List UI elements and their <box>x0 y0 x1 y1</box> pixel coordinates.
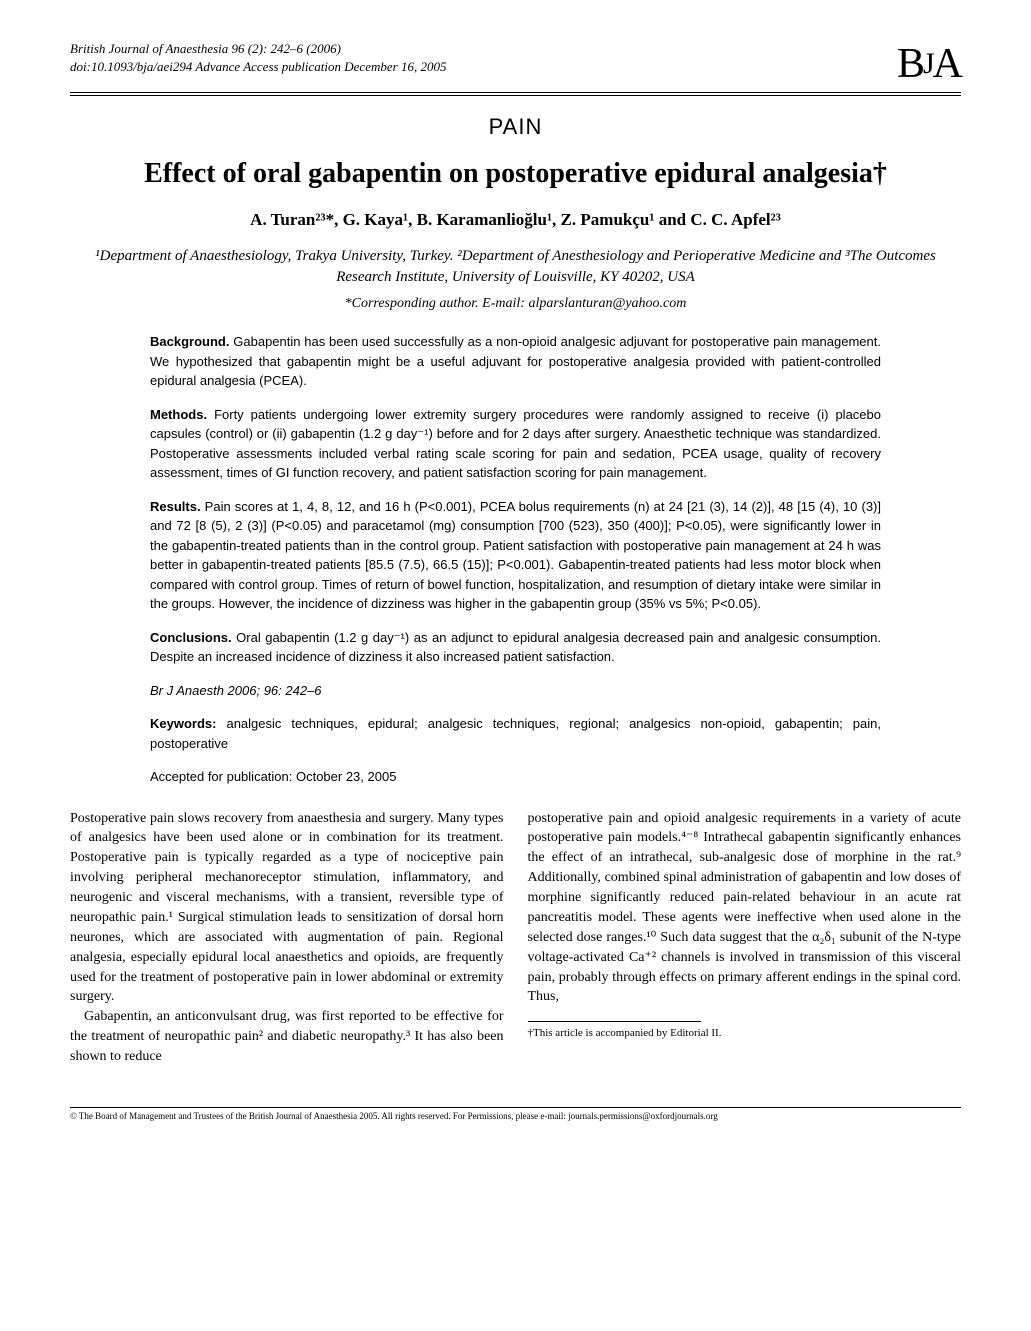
copyright-line: © The Board of Management and Trustees o… <box>70 1107 961 1121</box>
results-text: Pain scores at 1, 4, 8, 12, and 16 h (P<… <box>150 499 881 612</box>
methods-label: Methods. <box>150 407 207 422</box>
abstract-results: Results. Pain scores at 1, 4, 8, 12, and… <box>150 497 881 614</box>
methods-text: Forty patients undergoing lower extremit… <box>150 407 881 481</box>
accepted-date: Accepted for publication: October 23, 20… <box>150 767 881 787</box>
abstract-background: Background. Gabapentin has been used suc… <box>150 332 881 391</box>
journal-citation: British Journal of Anaesthesia 96 (2): 2… <box>70 40 446 58</box>
logo-letter-b: B <box>897 41 923 87</box>
keywords-label: Keywords: <box>150 716 216 731</box>
column-left: Postoperative pain slows recovery from a… <box>70 809 504 1067</box>
bja-logo: BJA <box>897 40 961 88</box>
page-header: British Journal of Anaesthesia 96 (2): 2… <box>70 40 961 93</box>
footnote: †This article is accompanied by Editoria… <box>528 1026 962 1042</box>
logo-letter-a: A <box>933 41 961 87</box>
conclusions-text: Oral gabapentin (1.2 g day⁻¹) as an adju… <box>150 630 881 665</box>
doi-line: doi:10.1093/bja/aei294 Advance Access pu… <box>70 58 446 76</box>
background-label: Background. <box>150 334 229 349</box>
abstract-citation: Br J Anaesth 2006; 96: 242–6 <box>150 681 881 701</box>
body-para-1: Postoperative pain slows recovery from a… <box>70 809 504 1008</box>
background-text: Gabapentin has been used successfully as… <box>150 334 881 388</box>
corresponding-author: *Corresponding author. E-mail: alparslan… <box>70 296 961 312</box>
abstract-keywords: Keywords: analgesic techniques, epidural… <box>150 714 881 753</box>
affiliations: ¹Department of Anaesthesiology, Trakya U… <box>70 246 961 288</box>
conclusions-label: Conclusions. <box>150 630 232 645</box>
column-right: postoperative pain and opioid analgesic … <box>528 809 962 1067</box>
abstract-block: Background. Gabapentin has been used suc… <box>150 332 881 787</box>
journal-meta: British Journal of Anaesthesia 96 (2): 2… <box>70 40 446 76</box>
author-list: A. Turan²³*, G. Kaya¹, B. Karamanlioğlu¹… <box>70 210 961 230</box>
article-title: Effect of oral gabapentin on postoperati… <box>70 158 961 190</box>
body-para-3: postoperative pain and opioid analgesic … <box>528 809 962 1008</box>
abstract-conclusions: Conclusions. Oral gabapentin (1.2 g day⁻… <box>150 628 881 667</box>
header-rule <box>70 95 961 96</box>
logo-letter-j: J <box>923 47 933 80</box>
abstract-methods: Methods. Forty patients undergoing lower… <box>150 405 881 483</box>
body-columns: Postoperative pain slows recovery from a… <box>70 809 961 1067</box>
keywords-text: analgesic techniques, epidural; analgesi… <box>150 716 881 751</box>
results-label: Results. <box>150 499 201 514</box>
section-label: PAIN <box>70 114 961 140</box>
body-para-2: Gabapentin, an anticonvulsant drug, was … <box>70 1007 504 1067</box>
